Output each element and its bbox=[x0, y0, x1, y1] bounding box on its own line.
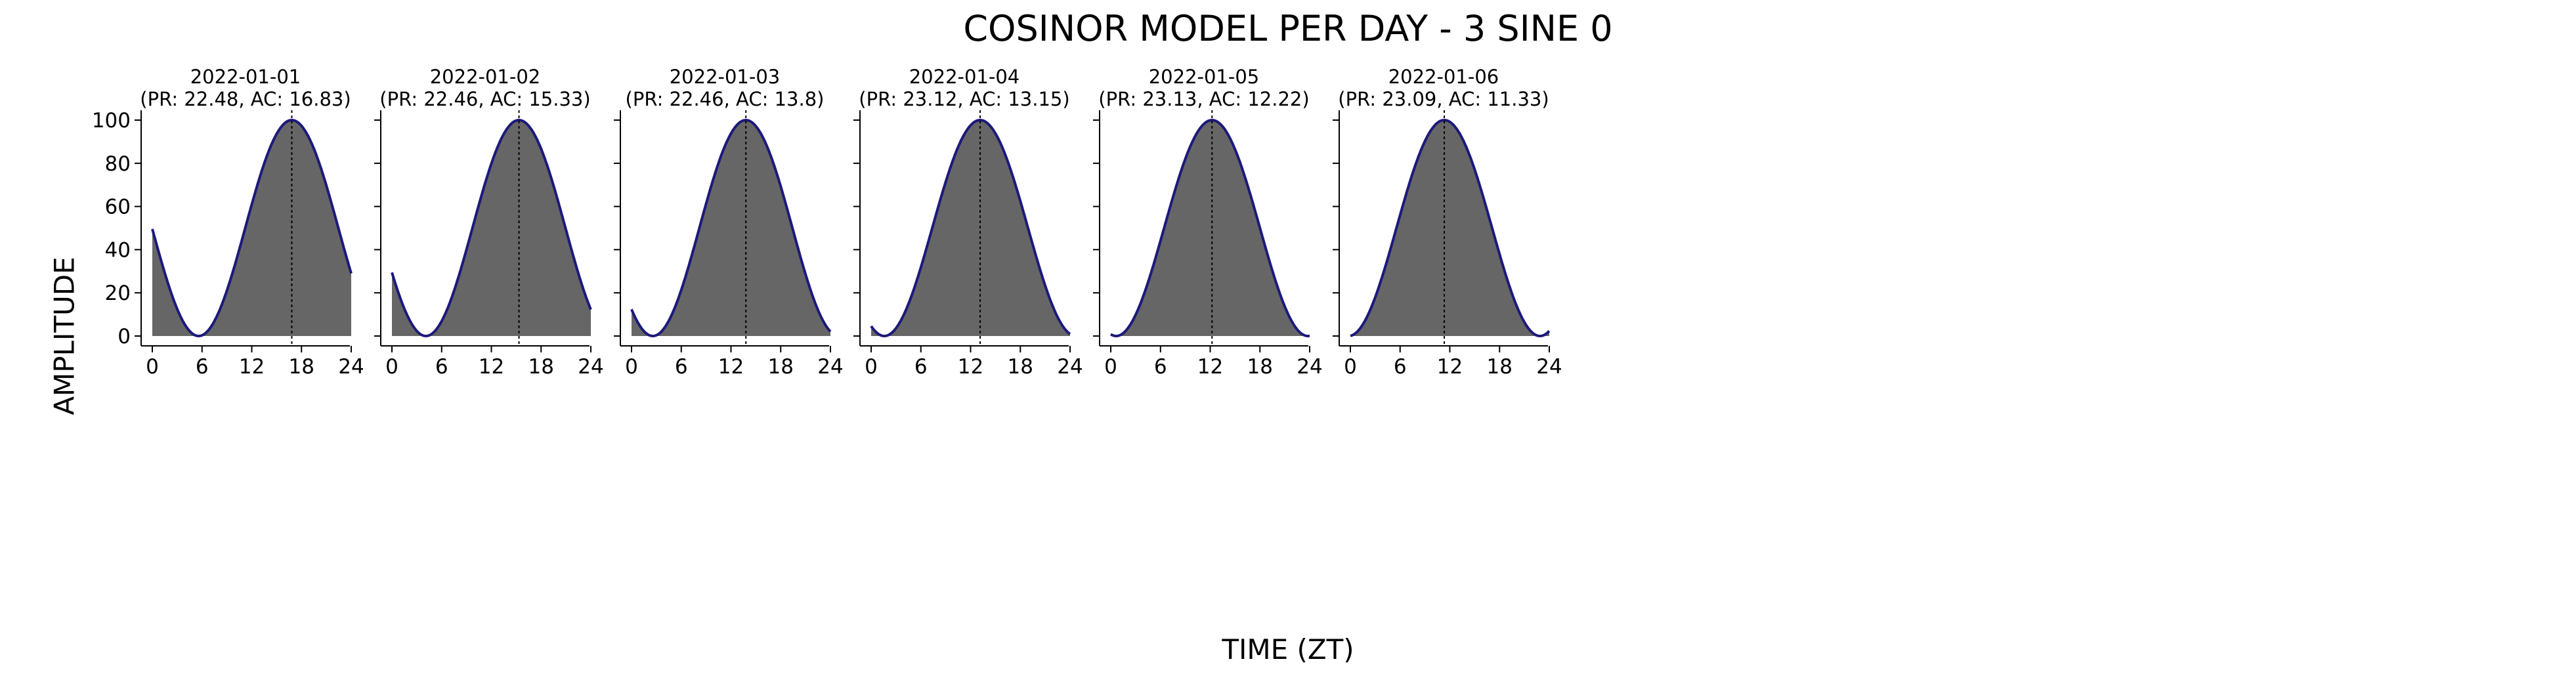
x-tick-label: 0 bbox=[385, 355, 398, 379]
panel-2022-01-02: 0 6 12 18 24 2022-01-02(PR: 22.46, AC: 15.33) bbox=[374, 66, 604, 379]
x-tick-label: 6 bbox=[196, 355, 209, 379]
cosinor-area bbox=[152, 120, 351, 336]
panel-subtitle: (PR: 22.48, AC: 16.83) bbox=[140, 88, 351, 110]
panel-subtitle: (PR: 23.13, AC: 12.22) bbox=[1098, 88, 1309, 110]
x-tick-label: 18 bbox=[1487, 355, 1513, 379]
cosinor-area bbox=[632, 120, 830, 336]
x-tick-label: 12 bbox=[239, 355, 265, 379]
panel-date: 2022-01-05 bbox=[1149, 66, 1260, 88]
panel-date: 2022-01-01 bbox=[190, 66, 301, 88]
x-tick-label: 12 bbox=[718, 355, 744, 379]
y-tick-label: 80 bbox=[105, 152, 131, 176]
y-tick-label: 60 bbox=[105, 196, 131, 219]
y-tick-label: 40 bbox=[105, 238, 131, 262]
x-tick-label: 0 bbox=[146, 355, 159, 379]
x-tick-label: 12 bbox=[1197, 355, 1223, 379]
x-tick-label: 12 bbox=[1437, 355, 1463, 379]
x-tick-label: 18 bbox=[768, 355, 794, 379]
panel-2022-01-04: 0 6 12 18 24 2022-01-04(PR: 23.12, AC: 13.15) bbox=[853, 66, 1083, 379]
x-tick-label: 6 bbox=[435, 355, 448, 379]
panel-2022-01-05: 0 6 12 18 24 2022-01-05(PR: 23.13, AC: 12.22) bbox=[1093, 66, 1323, 379]
cosinor-area bbox=[871, 120, 1070, 336]
x-tick-label: 6 bbox=[1394, 355, 1407, 379]
x-tick-label: 24 bbox=[1297, 355, 1322, 379]
cosinor-line bbox=[870, 119, 1071, 337]
cosinor-line bbox=[1110, 119, 1310, 337]
cosinor-area bbox=[1350, 120, 1549, 336]
x-tick-label: 6 bbox=[675, 355, 688, 379]
panel-date: 2022-01-02 bbox=[430, 66, 541, 88]
y-tick-label: 20 bbox=[105, 282, 131, 305]
cosinor-line bbox=[630, 118, 832, 337]
x-tick-label: 6 bbox=[914, 355, 928, 379]
y-tick-label: 0 bbox=[118, 325, 131, 348]
panel-subtitle: (PR: 23.09, AC: 11.33) bbox=[1338, 88, 1549, 110]
x-tick-label: 0 bbox=[625, 355, 638, 379]
x-tick-label: 12 bbox=[479, 355, 504, 379]
x-tick-label: 18 bbox=[1008, 355, 1033, 379]
panel-date: 2022-01-06 bbox=[1388, 66, 1499, 88]
cosinor-line bbox=[151, 119, 353, 338]
cosinor-area bbox=[1111, 120, 1310, 336]
cosinor-area bbox=[392, 120, 591, 336]
cosinor-line bbox=[391, 119, 592, 338]
panel-subtitle: (PR: 23.12, AC: 13.15) bbox=[859, 88, 1069, 110]
x-axis-label: TIME (ZT) bbox=[1222, 633, 1354, 665]
panel-2022-01-01: 0 20 40 60 80 100 0 6 12 18 24 2022-01-01(PR: 22.48… bbox=[92, 66, 364, 379]
panel-subtitle: (PR: 22.46, AC: 13.8) bbox=[626, 88, 825, 110]
x-tick-label: 0 bbox=[1104, 355, 1117, 379]
panel-2022-01-03: 0 6 12 18 24 2022-01-03(PR: 22.46, AC: 13.8) bbox=[614, 66, 844, 379]
x-tick-label: 12 bbox=[958, 355, 983, 379]
x-tick-label: 18 bbox=[528, 355, 554, 379]
panel-date: 2022-01-04 bbox=[909, 66, 1020, 88]
cosinor-line bbox=[1350, 119, 1551, 337]
x-tick-label: 24 bbox=[817, 355, 843, 379]
figure-title: COSINOR MODEL PER DAY - 3 SINE 0 bbox=[963, 8, 1613, 49]
x-tick-label: 18 bbox=[1247, 355, 1273, 379]
panel-subtitle: (PR: 22.46, AC: 15.33) bbox=[379, 88, 590, 110]
x-tick-label: 24 bbox=[1057, 355, 1083, 379]
x-tick-label: 18 bbox=[289, 355, 314, 379]
x-tick-label: 6 bbox=[1154, 355, 1167, 379]
y-tick-label: 100 bbox=[92, 109, 131, 133]
x-tick-label: 24 bbox=[1536, 355, 1562, 379]
x-tick-label: 24 bbox=[338, 355, 364, 379]
x-tick-label: 24 bbox=[578, 355, 603, 379]
panel-date: 2022-01-03 bbox=[670, 66, 781, 88]
x-tick-label: 0 bbox=[1344, 355, 1357, 379]
panel-2022-01-06: 0 6 12 18 24 2022-01-06(PR: 23.09, AC: 11.33) bbox=[1333, 66, 1562, 379]
x-tick-label: 0 bbox=[865, 355, 878, 379]
